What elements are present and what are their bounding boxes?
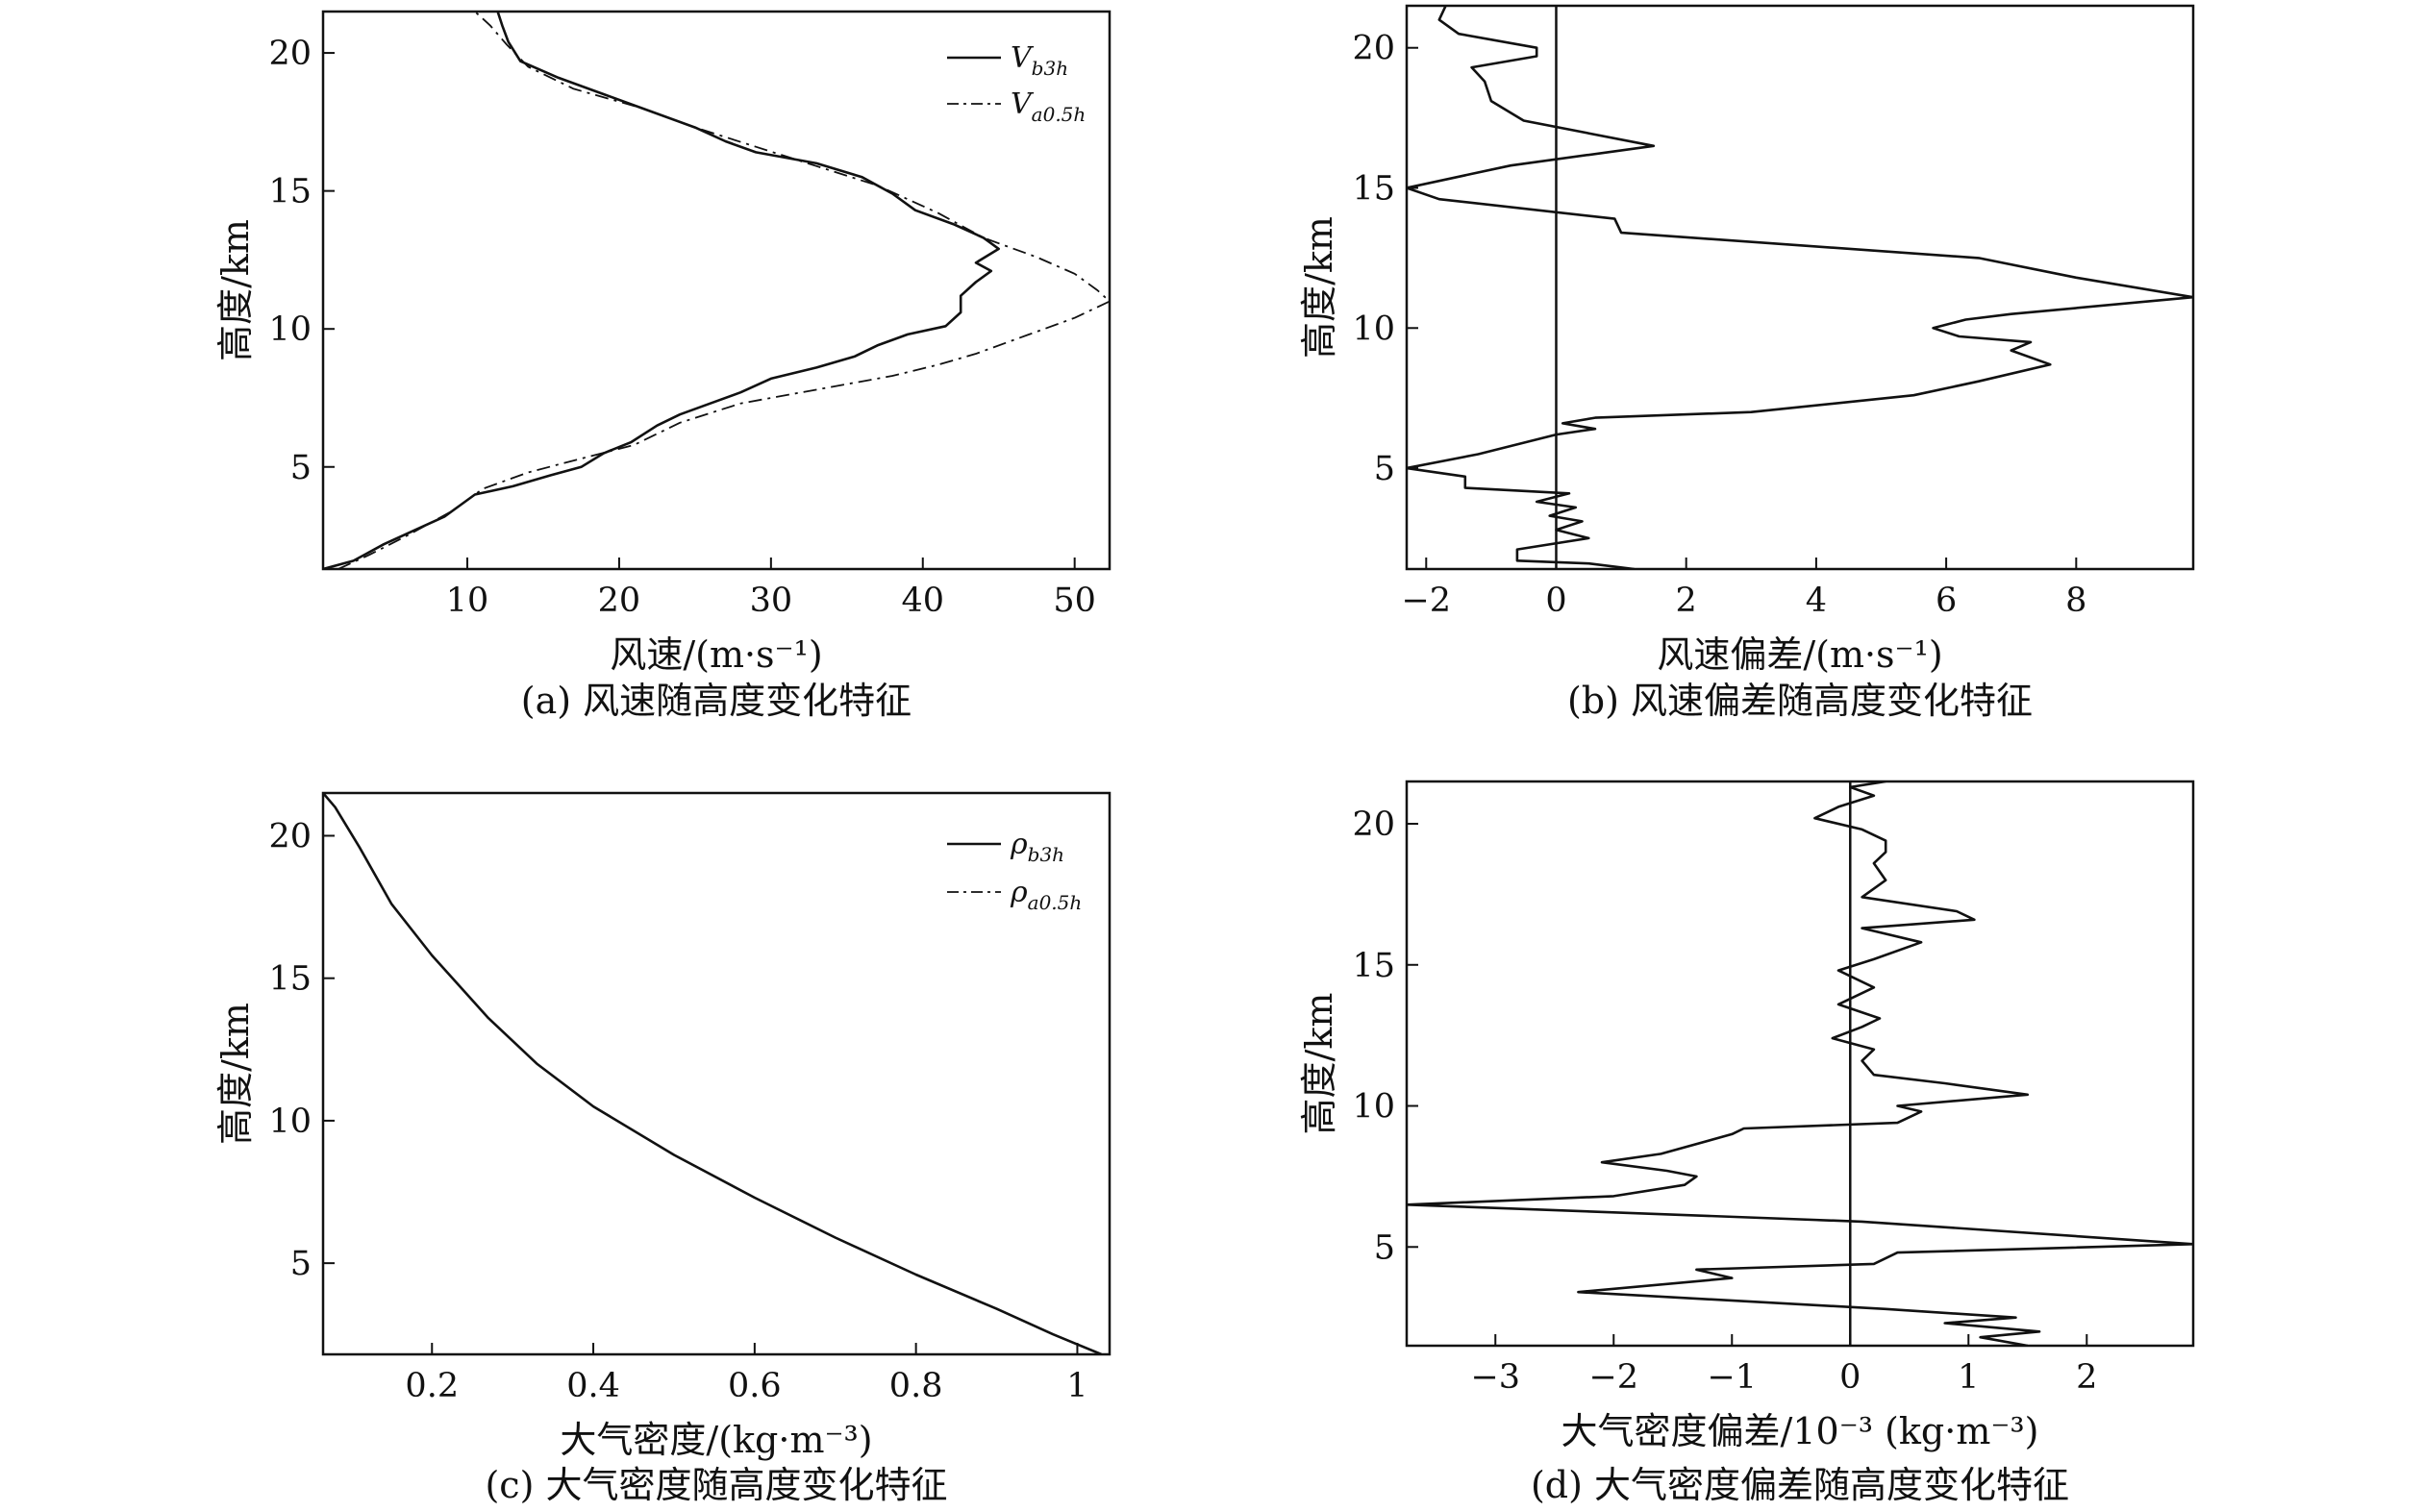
legend-main: V — [1011, 87, 1035, 121]
y-axis-title: 高度/km — [1298, 216, 1340, 359]
x-tick-label: 30 — [750, 582, 793, 620]
legend-main: ρ — [1010, 828, 1028, 861]
y-tick-label: 5 — [290, 1245, 312, 1283]
x-tick-label: 1 — [1958, 1358, 1979, 1397]
y-tick-label: 20 — [268, 35, 312, 73]
x-tick-label: 0 — [1839, 1358, 1861, 1397]
plot-frame — [321, 791, 1112, 1356]
x-tick-label: −2 — [1401, 582, 1451, 620]
y-tick-label: 15 — [1352, 947, 1395, 985]
legend-main: V — [1011, 41, 1035, 75]
x-tick-label: 2 — [1676, 582, 1697, 620]
legend-main: ρ — [1010, 876, 1028, 909]
chart-panel-c: 0.2 0.4 0.6 0.8 15101520大气密度/(kg·m⁻³)高度/km(c… — [214, 791, 1112, 1506]
x-axis-title: 大气密度偏差/10⁻³ (kg·m⁻³) — [1561, 1410, 2039, 1452]
series-line-solid — [323, 12, 1000, 569]
x-axis-title: 风速/(m·s⁻¹) — [610, 633, 822, 676]
x-tick-label: 2 — [2076, 1358, 2097, 1397]
x-tick-label: 4 — [1806, 582, 1827, 620]
x-tick-label: −3 — [1470, 1358, 1520, 1397]
series-line-solid — [1407, 6, 2193, 569]
panel-caption: (d) 大气密度偏差随高度变化特征 — [1531, 1464, 2069, 1506]
y-tick-label: 5 — [1374, 1228, 1395, 1267]
x-tick-label: 0.2 — [405, 1367, 459, 1405]
y-tick-label: 15 — [268, 960, 312, 999]
y-tick-label: 5 — [1374, 450, 1395, 488]
legend-label: ρa0.5h — [1010, 876, 1082, 914]
y-axis-title: 高度/km — [1298, 993, 1340, 1135]
y-axis-title: 高度/km — [214, 219, 257, 361]
y-tick-label: 15 — [268, 173, 312, 211]
x-axis-title: 风速偏差/(m·s⁻¹) — [1657, 633, 1942, 676]
x-tick-label: 40 — [901, 582, 944, 620]
series-line-dashdot — [323, 793, 1102, 1354]
plot-frame — [321, 10, 1112, 571]
series-line-solid — [323, 793, 1103, 1354]
x-tick-label: 10 — [446, 582, 489, 620]
legend-label: Va0.5h — [1011, 87, 1086, 126]
chart-panel-d: −3 −2 −1 0 1 2 5 10 15 20 大气密度偏差/10⁻³ (kg·m⁻³) 高度/k… — [1298, 780, 2195, 1506]
x-tick-label: 0.6 — [728, 1367, 782, 1405]
x-tick-label: −1 — [1707, 1358, 1757, 1397]
legend-label: ρb3h — [1010, 828, 1064, 866]
y-tick-label: 10 — [268, 310, 312, 349]
legend-subscript: a0.5h — [1028, 891, 1083, 914]
x-tick-label: 0.8 — [889, 1367, 943, 1405]
x-tick-label: 0 — [1545, 582, 1566, 620]
panel-caption: (a) 风速随高度变化特征 — [521, 680, 912, 722]
x-tick-label: 20 — [598, 582, 641, 620]
series-line-solid — [1407, 781, 2193, 1346]
plot-frame — [1405, 780, 2195, 1348]
x-tick-label: 50 — [1053, 582, 1096, 620]
legend-subscript: a0.5h — [1032, 103, 1087, 126]
legend-subscript: b3h — [1028, 843, 1064, 866]
chart-panel-b: −2 0 2 4 6 8 5 10 15 20 风速偏差/(m·s⁻¹) 高度/km (b) 风速偏差随… — [1298, 4, 2195, 722]
x-tick-label: 0.4 — [566, 1367, 620, 1405]
x-tick-label: 6 — [1936, 582, 1957, 620]
y-tick-label: 15 — [1352, 170, 1395, 209]
y-tick-label: 20 — [268, 817, 312, 855]
y-tick-label: 10 — [268, 1103, 312, 1141]
y-tick-label: 10 — [1352, 1088, 1395, 1127]
y-axis-title: 高度/km — [214, 1003, 257, 1145]
plot-frame — [1405, 4, 2195, 571]
x-tick-label: −2 — [1588, 1358, 1638, 1397]
x-tick-label: 8 — [2065, 582, 2086, 620]
y-tick-label: 20 — [1352, 806, 1395, 844]
series-line-dashdot — [337, 12, 1110, 569]
chart-panel-a: 10 20 30 40 50 5 10 15 20 风速/(m·s⁻¹) 高度/km (a) 风速随高… — [214, 10, 1112, 722]
legend-label: Vb3h — [1011, 41, 1068, 80]
legend-subscript: b3h — [1032, 57, 1068, 80]
panel-caption: (c) 大气密度随高度变化特征 — [485, 1464, 947, 1506]
y-tick-label: 20 — [1352, 30, 1395, 68]
panel-caption: (b) 风速偏差随高度变化特征 — [1567, 680, 2033, 722]
y-tick-label: 5 — [290, 449, 312, 487]
y-tick-label: 10 — [1352, 310, 1395, 348]
x-tick-label: 1 — [1066, 1367, 1087, 1405]
x-axis-title: 大气密度/(kg·m⁻³) — [560, 1419, 872, 1461]
